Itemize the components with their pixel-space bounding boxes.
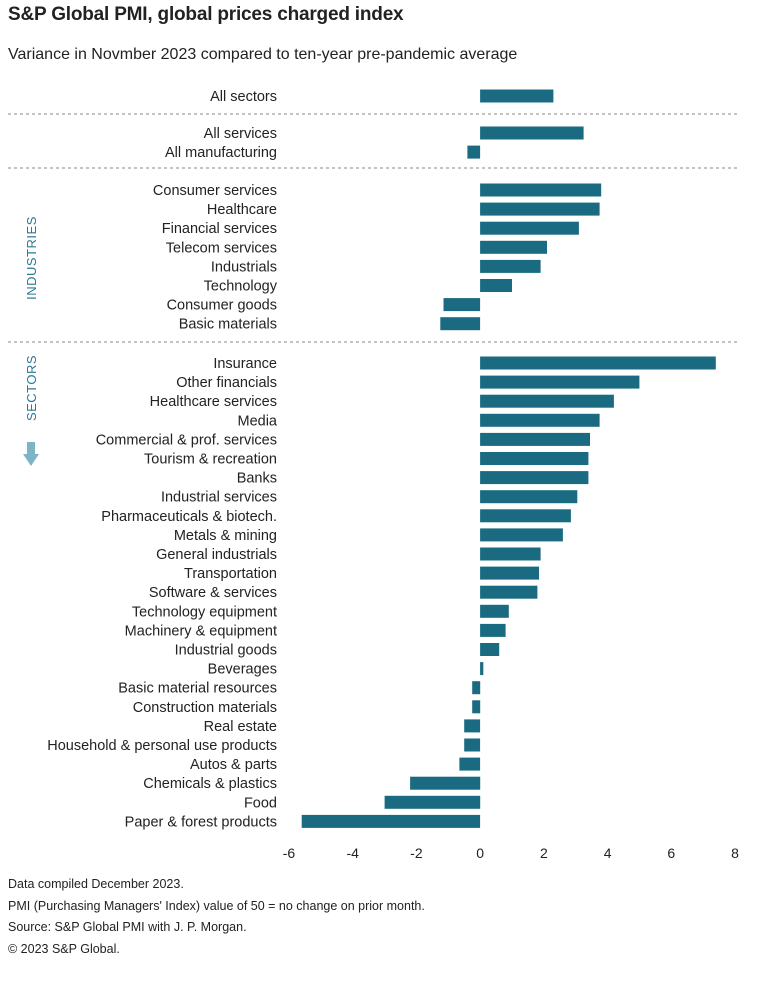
category-label: General industrials [156,547,277,563]
bar [464,719,481,733]
bar [480,432,590,446]
bar [480,279,512,292]
bar [480,375,640,389]
bar [480,566,539,580]
category-label: Healthcare [207,202,277,218]
bar [480,259,541,273]
x-tick-label: -2 [410,845,423,861]
bar [301,814,481,828]
category-label: Pharmaceuticals & biotech. [101,509,277,525]
note-compiled: Data compiled December 2023. [8,877,184,891]
bar [443,298,481,312]
category-label: Tourism & recreation [144,452,277,468]
bar [480,394,614,408]
sectors-group-label: SECTORS [23,355,39,466]
bar-chart: All sectors All services All manufacturing… [8,89,739,861]
category-label: Transportation [184,566,277,582]
category-label: Other financials [176,375,277,391]
bar [480,490,578,504]
category-label: Financial services [162,221,277,237]
bar [480,240,547,254]
bar [467,145,481,159]
note-pmi: PMI (Purchasing Managers' Index) value o… [8,898,425,913]
bar [459,757,481,771]
x-tick-label: -6 [283,845,296,861]
group-separators [8,113,738,343]
x-tick-label: 0 [476,845,484,861]
category-label: Healthcare services [150,394,277,410]
category-label: Metals & mining [174,528,277,544]
category-label: Technology equipment [132,604,277,620]
chart-subtitle: Variance in Novmber 2023 compared to ten… [8,46,518,63]
category-label: Real estate [204,719,277,735]
category-label: Chemicals & plastics [143,776,277,792]
category-label: Household & personal use products [47,738,277,754]
bar [480,183,602,197]
category-label: Construction materials [133,700,277,716]
note-copyright: © 2023 S&P Global. [8,941,120,956]
category-label: Software & services [149,585,277,601]
category-label: Autos & parts [190,757,277,773]
category-label: Beverages [208,662,277,678]
category-label: Industrial goods [175,643,277,659]
category-label: Media [238,413,278,429]
x-axis-ticks: -6 -4 -2 0 2 4 6 8 [283,845,739,861]
category-label: Food [244,795,277,811]
footnotes: Data compiled December 2023. PMI (Purcha… [8,874,425,960]
bar [410,776,481,790]
bar [480,547,541,561]
bar [480,202,600,216]
bar [480,126,584,140]
category-label: Telecom services [166,240,277,256]
category-label: All sectors [210,89,277,105]
bar [472,681,481,695]
category-label: Basic material resources [118,681,277,697]
bar [464,738,481,752]
category-label: Industrial services [161,490,277,506]
category-label: Machinery & equipment [125,623,277,639]
x-tick-label: 2 [540,845,548,861]
chart-title: S&P Global PMI, global prices charged in… [8,4,404,25]
category-label: Technology [204,279,278,295]
bar [480,89,554,103]
category-label: Insurance [213,356,277,372]
bar [480,471,589,485]
bar [480,585,538,599]
x-tick-label: 8 [731,845,739,861]
bar [480,623,506,637]
bar [480,356,716,370]
bar [480,528,563,542]
category-label: Industrials [211,259,277,275]
category-label: Basic materials [179,317,277,333]
bar [480,643,500,656]
category-label: All manufacturing [165,145,277,161]
bar [480,452,589,465]
x-tick-label: 4 [604,845,612,861]
category-label: Paper & forest products [125,814,277,830]
category-label: Consumer services [153,183,277,199]
arrow-down-icon [23,442,39,466]
bar [480,662,484,676]
category-label: Consumer goods [167,298,277,314]
industries-label: INDUSTRIES [24,216,39,300]
industries-group-label: INDUSTRIES [24,216,39,300]
bars [301,89,716,828]
bar [480,604,509,618]
bar [384,795,481,809]
note-source: Source: S&P Global PMI with J. P. Morgan… [8,920,247,934]
sectors-label: SECTORS [24,355,39,421]
x-tick-label: 6 [667,845,675,861]
category-label: All services [204,126,277,142]
bar [480,221,579,235]
bar [440,317,481,331]
category-label: Banks [237,471,277,487]
bar [472,700,481,714]
category-label: Commercial & prof. services [96,432,277,448]
category-labels: All sectors All services All manufacturing… [47,89,278,830]
bar [480,413,600,427]
bar [480,509,571,523]
x-tick-label: -4 [346,845,359,861]
